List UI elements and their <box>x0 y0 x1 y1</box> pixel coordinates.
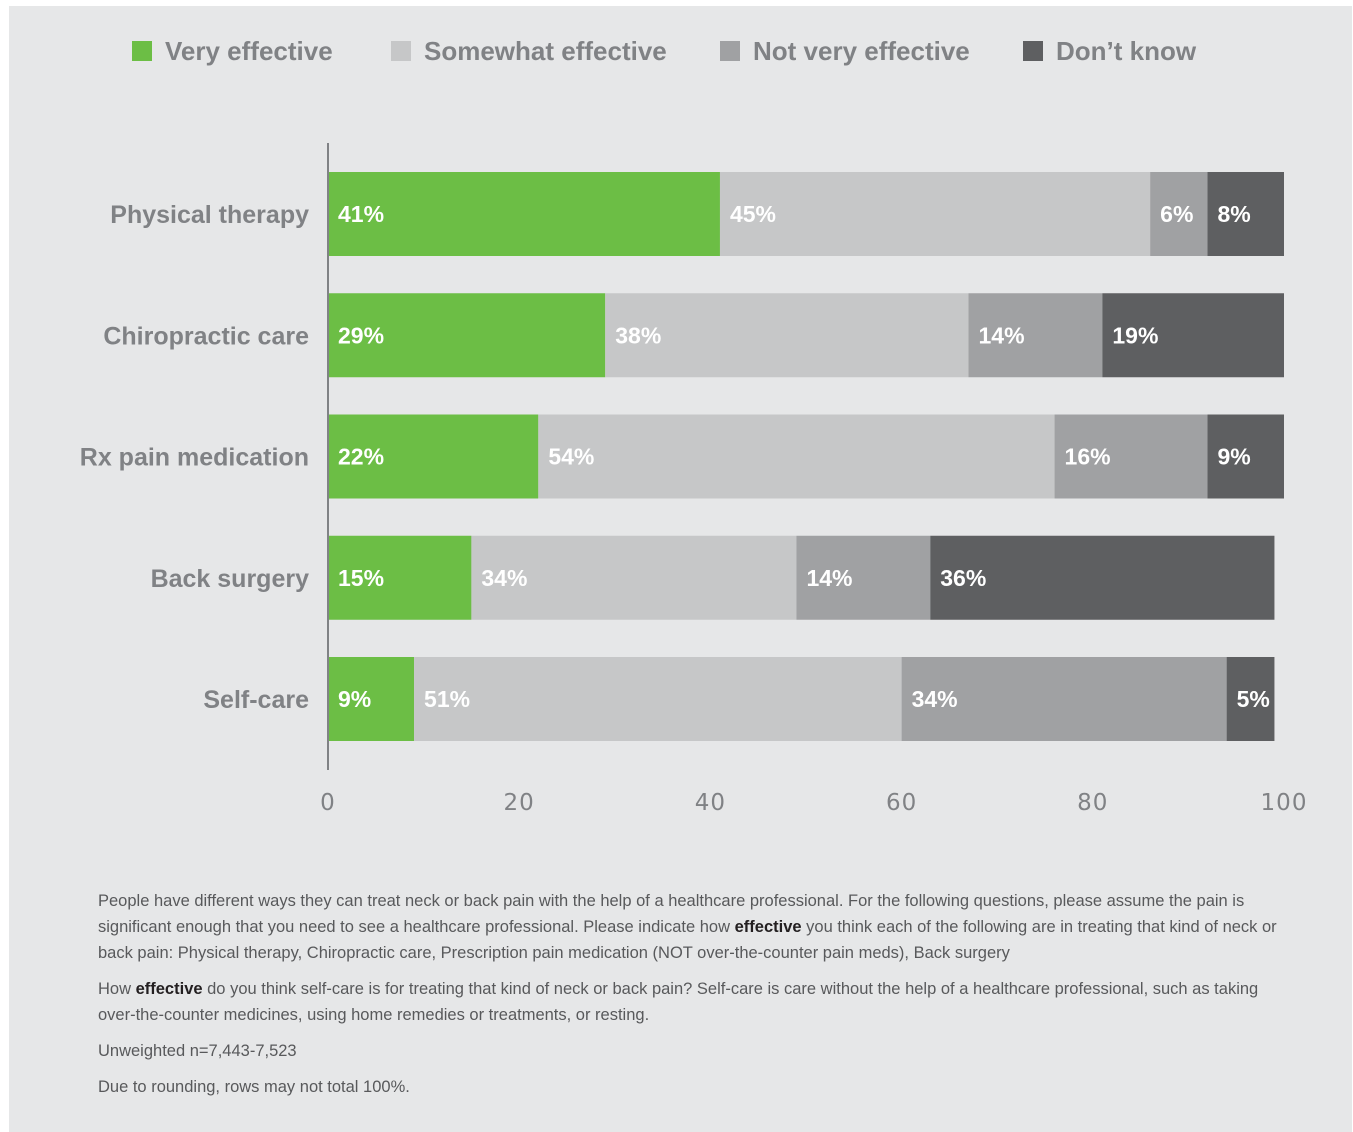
data-label: 38% <box>615 322 661 348</box>
legend-label: Not very effective <box>753 36 970 66</box>
category-label: Rx pain medication <box>80 444 309 472</box>
x-tick-label: 20 <box>504 790 535 816</box>
data-label: 34% <box>481 565 527 591</box>
legend-swatch <box>132 41 152 61</box>
bar-row-back-surgery: Back surgery 15% 34% 14% 36% <box>151 535 1275 620</box>
data-label: 22% <box>338 444 384 470</box>
question-1-text: People have different ways they can trea… <box>98 892 1277 962</box>
bar-segment-not-very-effective <box>901 657 1227 741</box>
data-label: 34% <box>912 686 958 712</box>
bar-segment-somewhat-effective <box>538 414 1055 499</box>
bar-segment-not-very-effective <box>1054 414 1208 499</box>
bar-segment-somewhat-effective <box>471 535 797 620</box>
data-label: 54% <box>548 444 594 470</box>
bar-segment-very-effective <box>328 657 415 741</box>
x-tick-label: 40 <box>695 790 726 816</box>
legend-item-not-very-effective: Not very effective <box>720 36 970 66</box>
data-label: 45% <box>730 201 776 227</box>
data-label: 19% <box>1112 322 1158 348</box>
data-label: 6% <box>1160 201 1193 227</box>
category-label: Chiropractic care <box>103 322 309 350</box>
question-2-text: How effective do you think self-care is … <box>98 980 1259 1024</box>
data-label: 36% <box>940 565 986 591</box>
stacked-bar-chart: Very effective Somewhat effective Not very… <box>80 36 1308 816</box>
data-label: 14% <box>806 565 852 591</box>
legend-label: Very effective <box>165 36 333 66</box>
bar-segment-somewhat-effective <box>414 657 902 741</box>
chart-legend: Very effective Somewhat effective Not very… <box>132 36 1197 66</box>
x-tick-label: 100 <box>1261 790 1308 816</box>
bar-segment-very-effective <box>328 414 539 499</box>
rounding-note: Due to rounding, rows may not total 100%… <box>98 1078 410 1096</box>
bar-row-rx-pain-medication: Rx pain medication 22% 54% 16% 9% <box>80 414 1284 499</box>
data-label: 29% <box>338 322 384 348</box>
legend-swatch <box>391 41 411 61</box>
bar-segment-don-t-know <box>1102 293 1284 378</box>
x-tick-label: 0 <box>320 790 336 816</box>
bar-row-chiropractic-care: Chiropractic care 29% 38% 14% 19% <box>103 293 1284 378</box>
x-axis-ticks: 0 20 40 60 80 100 <box>320 790 1308 816</box>
legend-swatch <box>720 41 740 61</box>
bar-segment-don-t-know <box>1226 657 1275 741</box>
bar-row-self-care: Self-care 9% 51% 34% 5% <box>203 657 1275 741</box>
bar-row-physical-therapy: Physical therapy 41% 45% 6% 8% <box>110 172 1284 256</box>
sample-size-note: Unweighted n=7,443-7,523 <box>98 1042 297 1060</box>
legend-item-very-effective: Very effective <box>132 36 333 66</box>
bar-rows: Physical therapy 41% 45% 6% 8% Chiropractic c… <box>80 172 1284 741</box>
legend-label: Don’t know <box>1056 36 1197 66</box>
category-label: Physical therapy <box>110 201 309 229</box>
bar-segment-somewhat-effective <box>605 293 969 378</box>
legend-swatch <box>1023 41 1043 61</box>
bar-segment-not-very-effective <box>968 293 1103 378</box>
data-label: 16% <box>1065 444 1111 470</box>
x-tick-label: 80 <box>1077 790 1108 816</box>
bar-segment-don-t-know <box>930 535 1275 620</box>
bar-segment-don-t-know <box>1207 414 1284 499</box>
x-tick-label: 60 <box>886 790 917 816</box>
bar-segment-not-very-effective <box>1150 172 1208 256</box>
data-label: 9% <box>1218 444 1251 470</box>
bar-segment-somewhat-effective <box>719 172 1151 256</box>
category-label: Self-care <box>203 686 309 714</box>
data-label: 8% <box>1218 201 1251 227</box>
data-label: 15% <box>338 565 384 591</box>
data-label: 41% <box>338 201 384 227</box>
data-label: 9% <box>338 686 371 712</box>
data-label: 5% <box>1237 686 1270 712</box>
survey-notes: People have different ways they can trea… <box>98 888 1278 1110</box>
data-label: 14% <box>979 322 1025 348</box>
category-label: Back surgery <box>151 565 310 593</box>
bar-segment-not-very-effective <box>796 535 931 620</box>
bar-segment-don-t-know <box>1207 172 1284 256</box>
bar-segment-very-effective <box>328 535 472 620</box>
legend-item-somewhat-effective: Somewhat effective <box>391 36 667 66</box>
legend-item-don-t-know: Don’t know <box>1023 36 1197 66</box>
bar-segment-very-effective <box>328 172 720 256</box>
bar-segment-very-effective <box>328 293 606 378</box>
data-label: 51% <box>424 686 470 712</box>
legend-label: Somewhat effective <box>424 36 667 66</box>
